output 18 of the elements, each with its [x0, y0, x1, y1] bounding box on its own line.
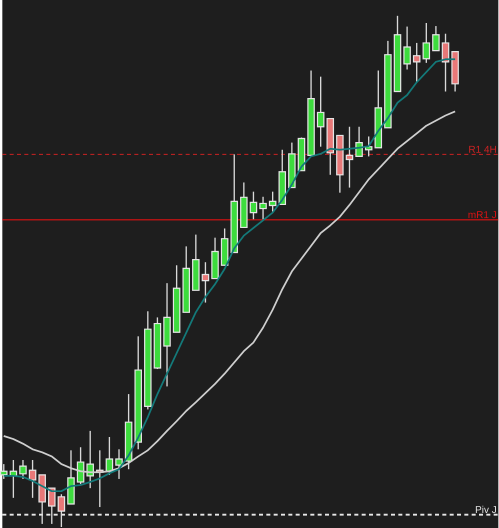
candlestick	[422, 22, 430, 64]
ref-line-label: Piv J	[476, 506, 496, 514]
candlestick	[19, 459, 27, 480]
candlestick	[442, 33, 450, 92]
candlestick	[259, 196, 267, 220]
candlestick	[346, 126, 354, 188]
candlestick	[0, 463, 8, 480]
candlestick	[412, 42, 420, 82]
ref-line-label: mR1 J	[468, 211, 496, 218]
candlestick	[403, 26, 411, 70]
candlestick	[316, 76, 324, 148]
candlestick	[268, 191, 276, 212]
candlestick	[202, 262, 210, 304]
candlestick	[28, 459, 36, 499]
ref-line-label: R1 4H	[469, 146, 496, 153]
candlestick	[364, 136, 372, 158]
candlestick	[432, 25, 440, 52]
candlestick	[250, 191, 258, 220]
